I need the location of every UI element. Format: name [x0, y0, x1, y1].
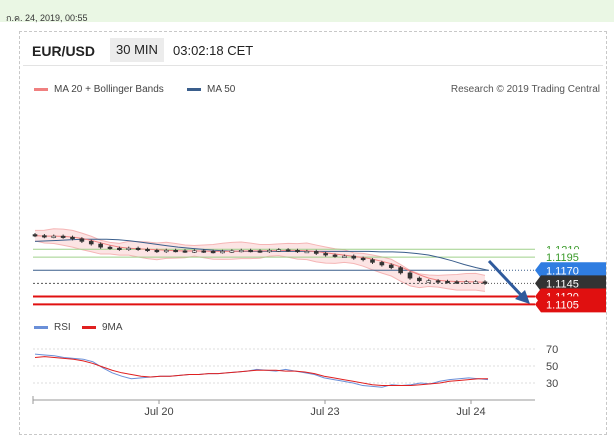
- candle-body: [70, 236, 75, 240]
- candle-body: [42, 235, 47, 238]
- level-tag-bg: [535, 296, 606, 313]
- candle-body: [154, 250, 160, 253]
- candle-body: [117, 247, 122, 250]
- candle-body: [304, 251, 310, 254]
- candle-body: [379, 262, 385, 266]
- chart-panel: [19, 31, 607, 435]
- legend-ma50-label: MA 50: [207, 84, 236, 95]
- candle-body: [351, 255, 357, 259]
- level-tag-label: 1.1105: [546, 299, 579, 311]
- clock-label: 03:02:18 CET: [173, 43, 254, 58]
- level-tag-1.1170: 1.1170: [535, 262, 606, 279]
- ma9-swatch: [82, 325, 96, 329]
- candle-body: [388, 264, 394, 268]
- rsi-tick-70: 70: [546, 344, 558, 356]
- candles: [32, 232, 488, 285]
- legend-rsi-label: RSI: [54, 322, 71, 333]
- level-tag-label: 1.1170: [546, 265, 579, 277]
- forecast-arrow-head: [515, 290, 530, 304]
- rsi-tick-50: 50: [546, 361, 558, 373]
- candle-body: [407, 272, 413, 279]
- candle-body: [79, 238, 85, 242]
- candle-body: [435, 280, 441, 283]
- ma20-swatch: [34, 87, 48, 91]
- level-tag-1.1195: 1.1195: [535, 249, 606, 266]
- legend-ma9: 9MA: [82, 322, 123, 333]
- candle-body: [276, 249, 282, 252]
- candle-body: [285, 249, 291, 252]
- date-bar: ก.ค. 24, 2019, 00:55: [0, 0, 614, 23]
- legend-ma50: MA 50: [187, 84, 235, 95]
- candle-body: [398, 267, 403, 274]
- x-tick-label: Jul 24: [456, 406, 485, 418]
- legend-rsi: RSI: [34, 322, 71, 333]
- candle-body: [473, 281, 478, 284]
- credit-text: Research © 2019 Trading Central: [450, 84, 600, 95]
- candle-body: [107, 246, 113, 249]
- date-stamp: ก.ค. 24, 2019, 00:55: [6, 13, 88, 23]
- candle-body: [201, 250, 207, 253]
- candle-body: [360, 257, 366, 261]
- candle-body: [126, 247, 132, 250]
- symbol-label: EUR/USD: [32, 43, 96, 59]
- rsi-swatch: [34, 325, 48, 329]
- candle-body: [220, 251, 225, 254]
- candle-body: [463, 281, 469, 284]
- candle-body: [313, 251, 319, 254]
- level-tag-1.1105: 1.1105: [535, 296, 606, 313]
- candle-body: [257, 250, 263, 253]
- chart-header: EUR/USD 30 MIN 03:02:18 CET: [23, 35, 603, 66]
- timeframe-button[interactable]: 30 MIN: [110, 38, 164, 62]
- rsi-ma9-line: [34, 356, 488, 387]
- level-tag-bg: [535, 275, 606, 292]
- candle-body: [173, 250, 178, 253]
- legend-ma9-label: 9MA: [102, 322, 123, 333]
- candle-body: [145, 248, 150, 252]
- candle-body: [332, 254, 338, 257]
- legend-ma20-label: MA 20 + Bollinger Bands: [54, 84, 164, 95]
- candle-body: [229, 250, 235, 253]
- candle-body: [295, 250, 300, 253]
- x-tick-label: Jul 20: [144, 406, 173, 418]
- candle-body: [267, 250, 272, 253]
- candle-body: [426, 280, 432, 283]
- candle-body: [163, 250, 169, 253]
- level-tag-label: 1.1145: [546, 278, 579, 290]
- candle-body: [342, 255, 347, 258]
- bollinger-band: [35, 228, 485, 292]
- candle-body: [51, 235, 57, 238]
- candle-body: [60, 235, 66, 238]
- ma50-swatch: [187, 87, 201, 91]
- candle-body: [323, 253, 328, 256]
- candle-body: [210, 251, 216, 254]
- level-tag-label: 1.1195: [546, 252, 579, 264]
- candle-body: [88, 241, 94, 245]
- candle-body: [182, 250, 188, 253]
- candle-body: [238, 250, 244, 253]
- candle-body: [454, 281, 460, 284]
- rsi-tick-30: 30: [546, 378, 558, 390]
- x-tick-label: Jul 23: [310, 406, 339, 418]
- candle-body: [98, 243, 103, 248]
- candle-body: [248, 250, 253, 253]
- candle-body: [32, 234, 38, 237]
- candle-body: [482, 281, 488, 284]
- candle-body: [445, 280, 450, 284]
- candle-body: [192, 250, 197, 253]
- bollinger-lower: [34, 240, 486, 292]
- candle-body: [135, 247, 141, 250]
- level-tag-bg: [535, 249, 606, 266]
- forecast-arrow-shaft: [487, 259, 524, 298]
- legend-ma20: MA 20 + Bollinger Bands: [34, 84, 164, 95]
- level-tag-bg: [535, 262, 606, 279]
- candle-body: [417, 277, 422, 282]
- candle-body: [370, 259, 375, 263]
- level-tag-1.1145: 1.1145: [535, 275, 606, 292]
